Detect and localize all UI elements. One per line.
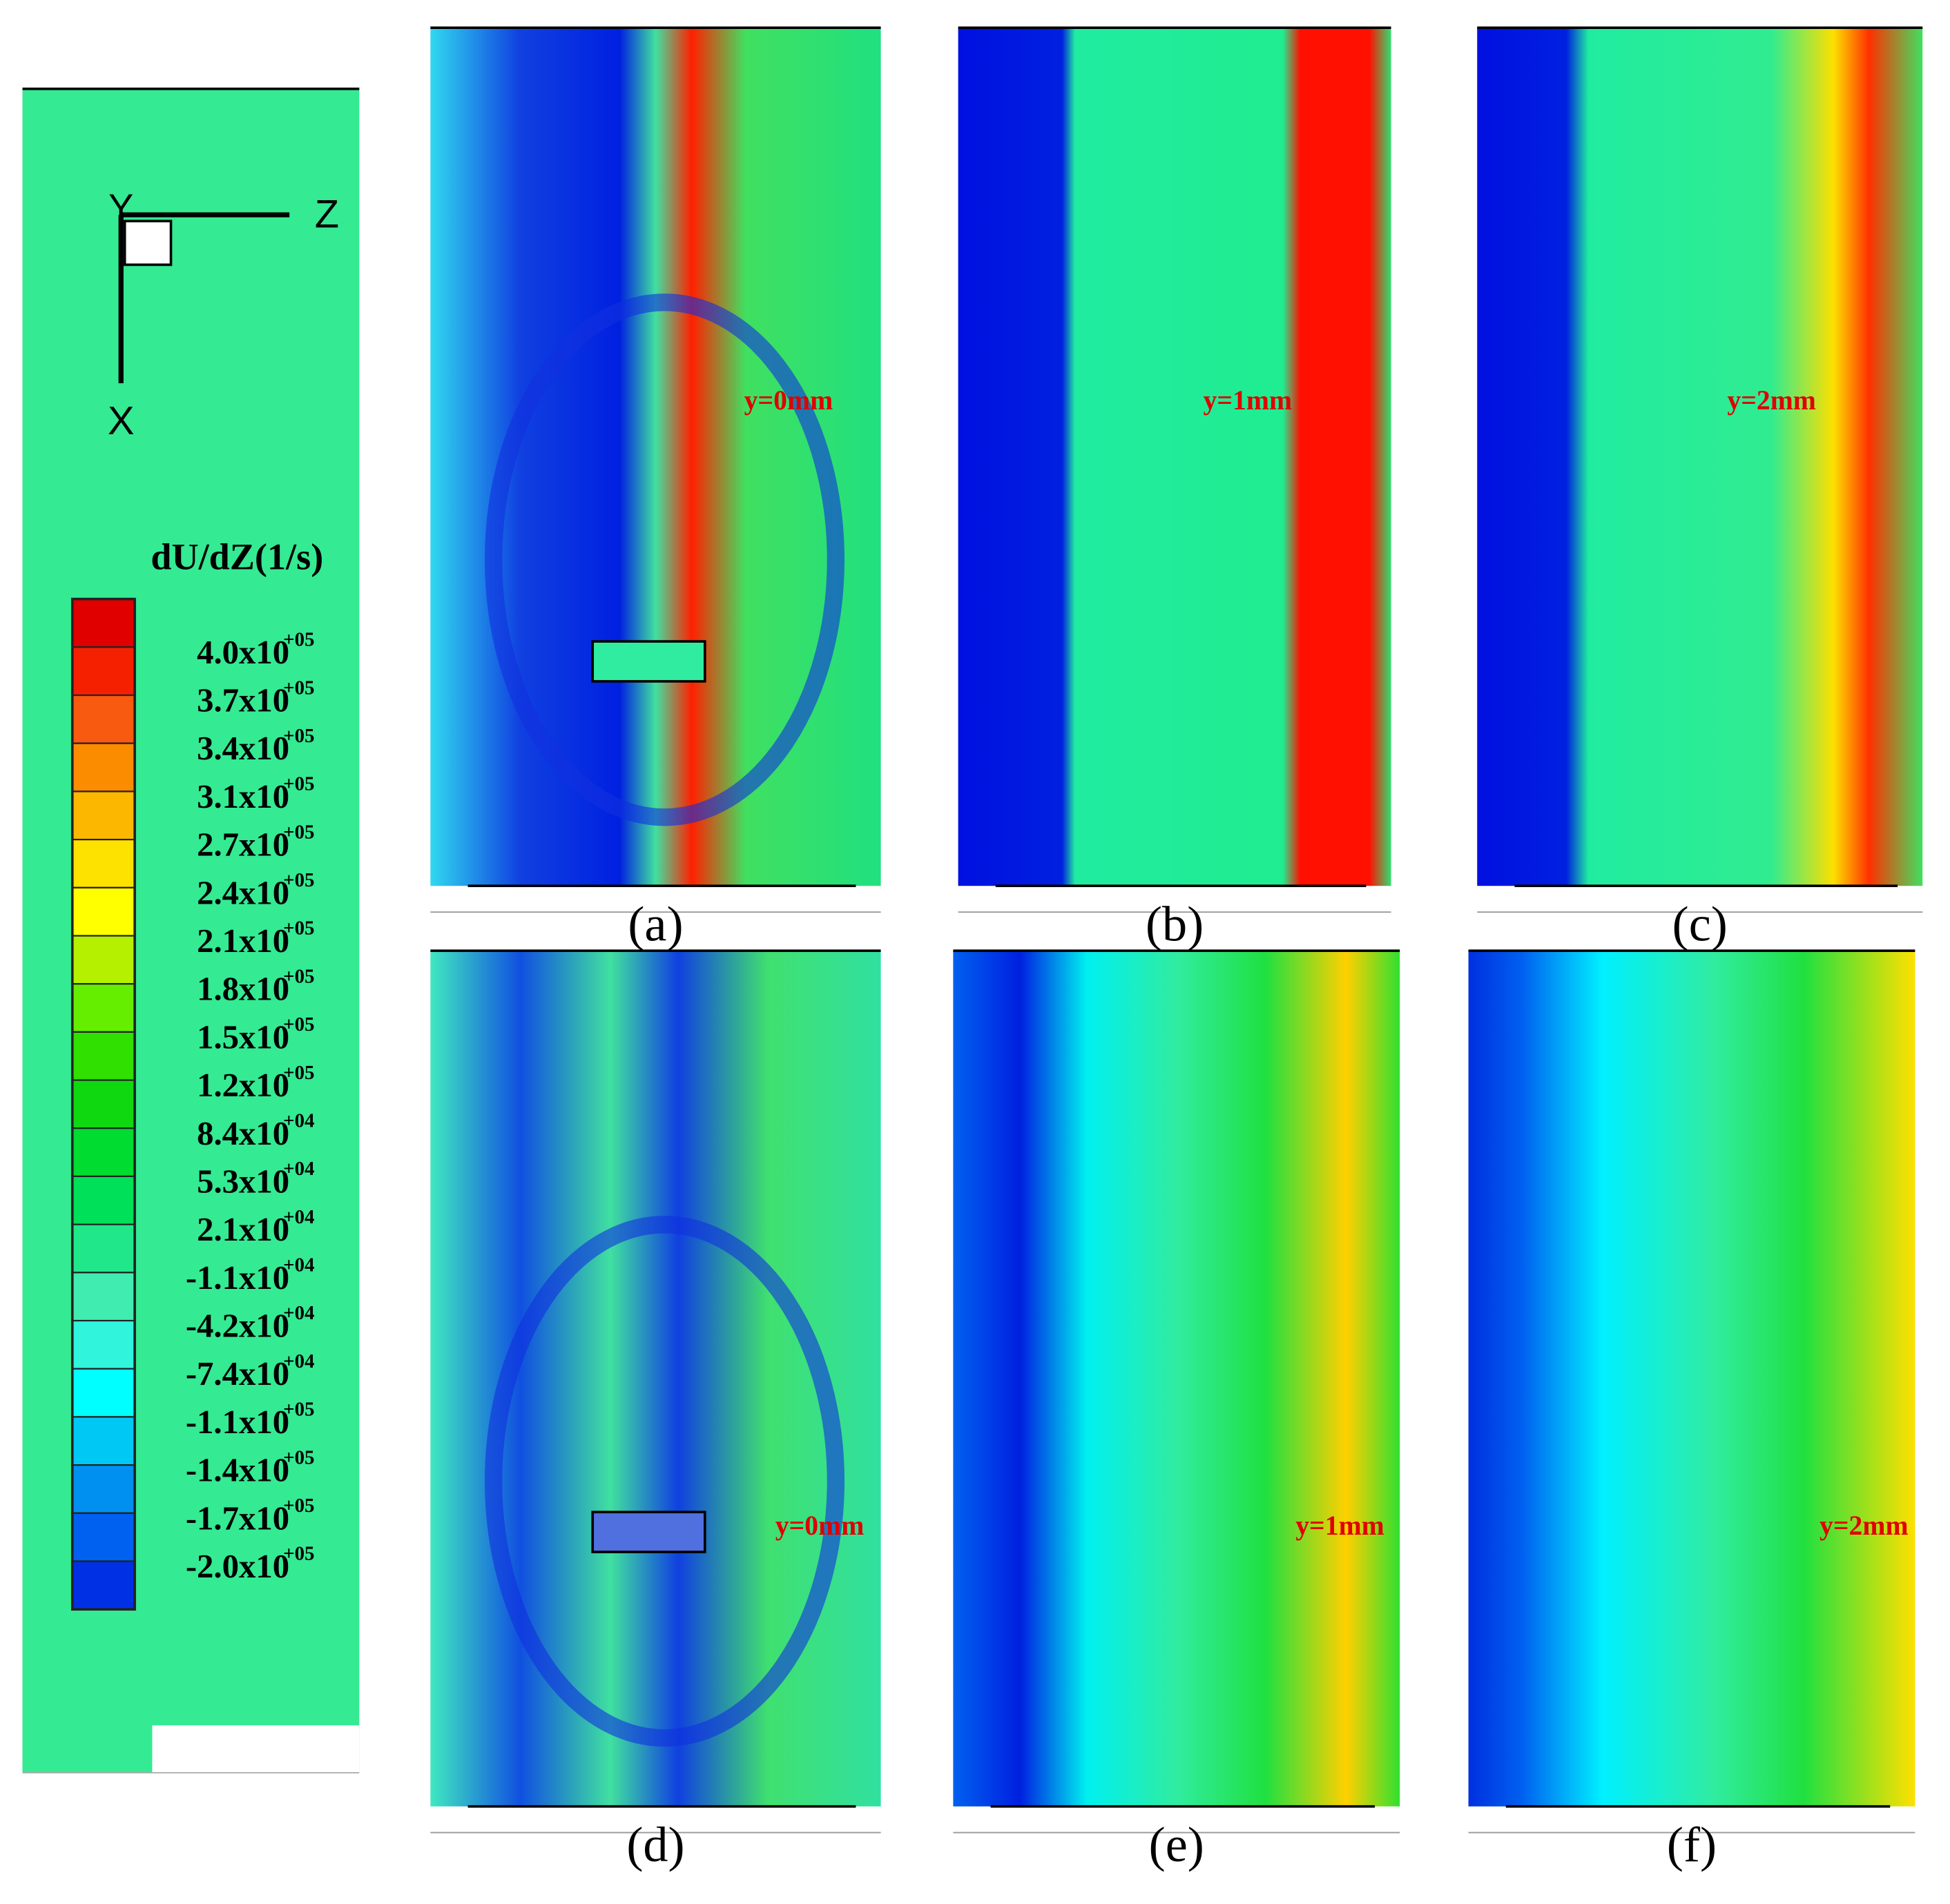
panel-label: (b)	[1146, 897, 1204, 952]
legend-notch	[152, 1725, 360, 1773]
legend-exponent: +04	[283, 1254, 314, 1276]
annotation: y=2mm	[1819, 1510, 1909, 1541]
panel-label: (f)	[1667, 1817, 1717, 1872]
contour-field	[958, 28, 1391, 886]
wake-ring	[485, 1216, 845, 1747]
axis-box	[123, 220, 173, 266]
legend-label: -1.4x10	[186, 1452, 289, 1489]
legend-exponent: +05	[283, 1013, 314, 1036]
panel: y=1mm (b)	[958, 26, 1391, 952]
legend-exponent: +05	[283, 917, 314, 940]
legend-swatch	[71, 694, 136, 744]
contour-field	[953, 951, 1400, 1807]
legend-exponent: +05	[283, 965, 314, 987]
legend-swatch	[71, 935, 136, 985]
legend-swatch	[71, 1416, 136, 1466]
panel-label: (a)	[628, 897, 683, 952]
legend-label: 3.4x10	[197, 730, 289, 767]
legend-title: dU/dZ(1/s)	[151, 536, 323, 577]
legend-swatch	[71, 839, 136, 888]
annotation: y=0mm	[775, 1510, 865, 1541]
axis-y-label: Y	[108, 186, 133, 228]
legend-swatch	[71, 646, 136, 697]
legend-swatch	[71, 598, 136, 648]
legend-label: 5.3x10	[197, 1163, 289, 1200]
legend-label: 2.4x10	[197, 874, 289, 911]
legend-swatch	[71, 1560, 136, 1611]
annotation: y=1mm	[1203, 385, 1292, 416]
panel-label: (d)	[626, 1817, 684, 1872]
legend-swatch	[71, 1272, 136, 1322]
legend-exponent: +05	[283, 1495, 314, 1517]
legend-exponent: +04	[283, 1158, 314, 1180]
legend-label: 2.1x10	[197, 922, 289, 960]
legend-label: -7.4x10	[186, 1355, 289, 1392]
legend-label: 3.1x10	[197, 778, 289, 815]
legend-swatch	[71, 1175, 136, 1225]
colorbar: 4.0x10+053.7x10+053.4x10+053.1x10+052.7x…	[70, 597, 314, 1611]
panel-label: (e)	[1149, 1817, 1204, 1872]
legend-label: 2.7x10	[197, 826, 289, 864]
legend-swatch	[71, 1223, 136, 1274]
panel: y=0mm (a)	[430, 26, 881, 952]
obstacle	[591, 1510, 706, 1553]
wake-ring	[485, 293, 845, 826]
legend-swatch	[71, 1464, 136, 1514]
legend-label: 4.0x10	[197, 634, 289, 671]
legend-label: 2.1x10	[197, 1211, 289, 1248]
legend-label: 1.2x10	[197, 1067, 289, 1104]
legend-exponent: +05	[283, 677, 314, 699]
panels: y=0mm (a) y=1mm (b) y=2mm (c) y=0mm (d) y=1mm (e)…	[430, 26, 1923, 1872]
legend-label: 8.4x10	[197, 1115, 289, 1152]
legend-exponent: +05	[283, 821, 314, 843]
legend-label: 1.5x10	[197, 1018, 289, 1056]
legend-label: -1.1x10	[186, 1259, 289, 1296]
legend-swatch	[71, 742, 136, 793]
legend-swatch	[71, 1319, 136, 1370]
colorbar-frame	[70, 597, 136, 1611]
legend-exponent: +05	[283, 725, 314, 747]
legend-swatch	[71, 1127, 136, 1178]
legend-label: -4.2x10	[186, 1308, 289, 1345]
annotation: y=0mm	[744, 385, 833, 416]
legend-exponent: +05	[283, 869, 314, 891]
obstacle	[591, 640, 706, 683]
contour-field	[1477, 28, 1923, 886]
legend-exponent: +04	[283, 1206, 314, 1228]
legend-exponent: +05	[283, 773, 314, 795]
legend-exponent: +04	[283, 1302, 314, 1324]
panel-label: (c)	[1672, 897, 1728, 952]
legend-label: -1.1x10	[186, 1403, 289, 1441]
legend-exponent: +04	[283, 1350, 314, 1372]
axis-z-label: Z	[315, 192, 339, 236]
legend-exponent: +04	[283, 1109, 314, 1131]
legend-swatch	[71, 790, 136, 841]
panel: y=2mm (c)	[1477, 26, 1923, 952]
legend-swatch	[71, 886, 136, 937]
annotation: y=2mm	[1727, 385, 1816, 416]
legend-swatch	[71, 1368, 136, 1418]
annotation: y=1mm	[1295, 1510, 1384, 1541]
legend-swatch	[71, 983, 136, 1033]
contour-field	[1468, 951, 1915, 1807]
legend-label: 1.8x10	[197, 971, 289, 1008]
legend-exponent: +05	[283, 1446, 314, 1468]
legend-swatch	[71, 1512, 136, 1562]
legend-swatch	[71, 1031, 136, 1081]
legend-label: -2.0x10	[186, 1548, 289, 1585]
legend-exponent: +05	[283, 1399, 314, 1421]
legend-label: -1.7x10	[186, 1499, 289, 1537]
legend-swatch	[71, 1079, 136, 1129]
legend-panel: Y Z X dU/dZ(1/s) 4.0x10+053.7x10+053.4x1…	[22, 87, 360, 1774]
panel: y=1mm (e)	[953, 949, 1400, 1872]
legend-exponent: +05	[283, 1062, 314, 1084]
panel: y=2mm (f)	[1468, 949, 1915, 1872]
panel: y=0mm (d)	[430, 949, 881, 1872]
legend-exponent: +05	[283, 629, 314, 651]
legend-label: 3.7x10	[197, 682, 289, 719]
axis-x-label: X	[108, 399, 135, 443]
legend-exponent: +05	[283, 1543, 314, 1565]
